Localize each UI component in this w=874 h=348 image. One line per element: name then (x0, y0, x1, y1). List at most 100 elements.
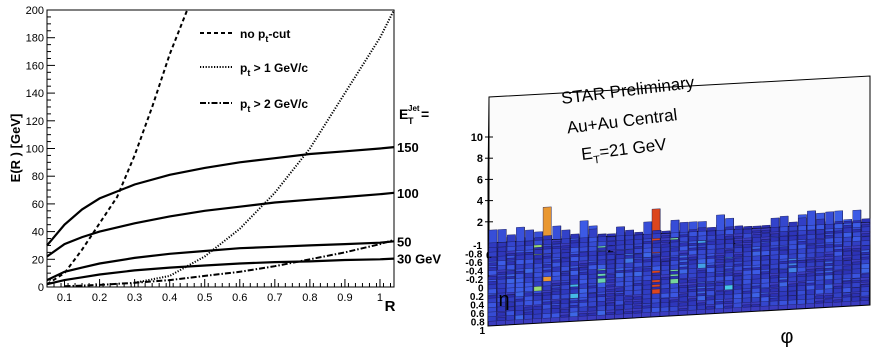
lego-tower (770, 217, 780, 232)
lego-tower-front (606, 288, 615, 293)
lego-tower-front (560, 314, 570, 318)
lego-tower-front (697, 288, 706, 292)
lego-tower-front (697, 276, 706, 283)
pt-cut-curve-dotted (134, 9, 395, 284)
lego-tower (533, 258, 543, 268)
lego-tower-front (815, 259, 825, 263)
lego-tower-front (834, 248, 843, 252)
lego-tower (852, 209, 862, 232)
lego-tower-front (488, 275, 497, 281)
lego-tower-front (643, 221, 653, 235)
lego-tower-front (651, 286, 661, 290)
lego-tower (770, 237, 780, 246)
lego-tower-front (815, 272, 825, 276)
lego-tower-front (679, 242, 689, 247)
lego-tower-front (706, 240, 716, 246)
lego-tower (534, 249, 543, 259)
lego-tower-front (615, 293, 624, 297)
lego-tower-front (788, 283, 797, 287)
lego-tower-front (552, 245, 561, 249)
lego-tower-front (761, 264, 770, 270)
lego-tower-front (779, 279, 788, 283)
lego-tower-front (660, 298, 670, 303)
lego-tower-front (579, 220, 589, 239)
lego-tower-front (852, 209, 862, 228)
lego-tower-front (724, 250, 734, 254)
lego-tower-front (488, 266, 498, 271)
lego-tower-front (615, 287, 625, 292)
lego-tower-front (606, 284, 616, 288)
lego-tower-front (843, 260, 852, 266)
lego-tower-front (843, 220, 853, 224)
lego-tower-front (788, 295, 797, 301)
lego-tower-front (634, 246, 643, 250)
lego-tower-front (824, 298, 833, 304)
lego-tower-front (770, 284, 779, 288)
lego-tower (779, 268, 788, 277)
lego-tower-front (606, 251, 616, 256)
lego-tower (661, 230, 671, 238)
lego-tower-front (833, 285, 843, 289)
lego-tower-front (824, 295, 834, 299)
lego-tower-front (779, 268, 788, 274)
lego-tower-front (652, 272, 661, 276)
lego-tower (615, 254, 625, 263)
lego-tower-front (706, 296, 715, 301)
lego-tower-front (525, 252, 534, 256)
eta-tick-label: 0.6 (470, 309, 484, 320)
lego-tower-front (551, 287, 561, 291)
lego-tower-front (625, 229, 634, 236)
eta-tick-label: 0.4 (470, 301, 484, 312)
lego-tower (824, 262, 834, 270)
energy-curve-100 (46, 191, 395, 258)
lego-tower-front (560, 299, 570, 304)
lego-tower-front (570, 239, 580, 244)
lego-tower-front (815, 295, 824, 299)
lego-tower-front (643, 240, 652, 244)
lego-tower-front (843, 224, 853, 229)
lego-tower-front (843, 257, 852, 261)
lego-tower-front (624, 254, 634, 259)
lego-tower-front (706, 255, 716, 259)
lego-tower-front (724, 272, 734, 277)
y-tick-label: 100 (26, 144, 44, 156)
lego-tower-front (607, 233, 616, 237)
x-tick-label: 0.2 (92, 292, 107, 304)
lego-tower-front (679, 252, 689, 256)
x-tick-label: 0.3 (127, 292, 142, 304)
lego-tower-front (551, 308, 561, 314)
lego-tower-front (861, 251, 870, 255)
lego-tower-front (542, 291, 552, 296)
lego-tower-front (625, 249, 634, 255)
lego-tower-front (733, 263, 743, 267)
lego-tower-front (534, 246, 543, 250)
lego-tower-front (842, 294, 852, 298)
lego-tower (725, 217, 734, 239)
y-tick-label: 0 (38, 282, 44, 294)
lego-tower-front (578, 313, 588, 317)
lego-tower-front (769, 297, 779, 302)
lego-tower (488, 229, 498, 247)
lego-tower-front (488, 295, 497, 299)
lego-tower-front (652, 239, 661, 244)
lego-tower-front (569, 304, 579, 308)
lego-tower-front (851, 292, 861, 297)
lego-tower-front (561, 252, 570, 258)
lego-tower (843, 248, 852, 255)
lego-tower-front (534, 249, 543, 255)
lego-tower-front (769, 293, 779, 297)
lego-tower-front (652, 256, 661, 262)
y-tick-label: 80 (32, 171, 44, 183)
lego-tower (734, 225, 743, 234)
lego-tower-front (670, 270, 679, 275)
lego-tower-front (525, 240, 534, 246)
lego-tower-front (724, 290, 734, 295)
lego-tower-front (725, 239, 734, 245)
lego-tower-front (679, 278, 688, 284)
lego-tower-front (496, 316, 506, 322)
lego-tower-front (724, 268, 734, 272)
lego-tower-front (597, 275, 607, 279)
lego-tower-front (716, 238, 725, 245)
lego-tower-front (506, 253, 516, 257)
x-tick-label: 0.9 (337, 292, 352, 304)
